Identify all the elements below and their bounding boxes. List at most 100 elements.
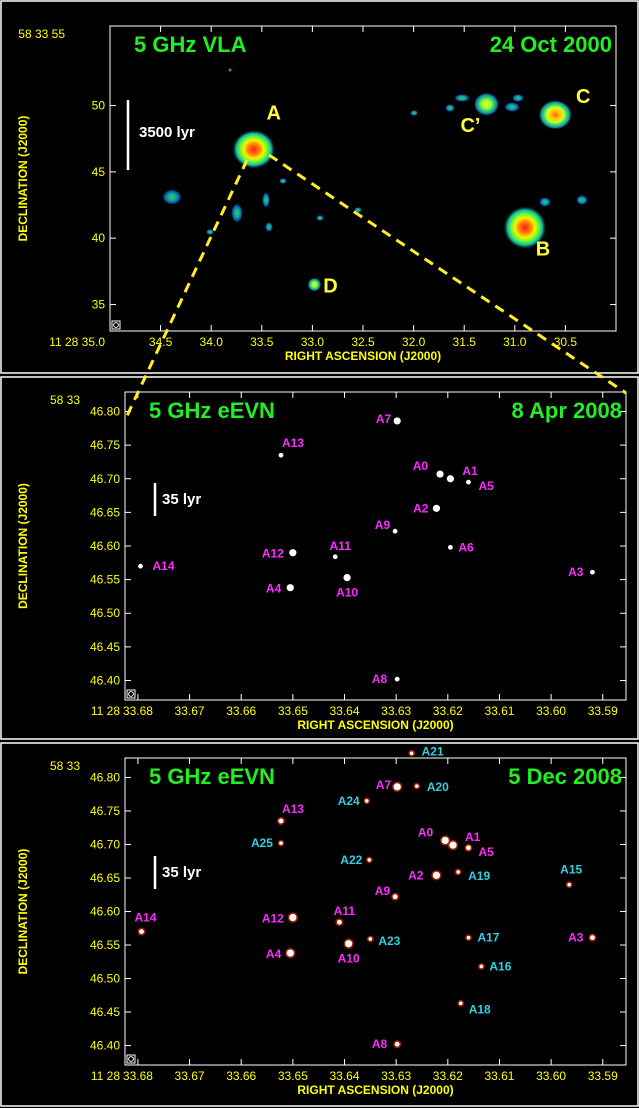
y-axis-label: DECLINATION (J2000)	[16, 849, 30, 975]
component-label: A24	[338, 794, 360, 808]
panel-date: 8 Apr 2008	[512, 398, 622, 423]
component-A0	[441, 836, 449, 845]
ra-prefix: 11 28	[91, 704, 120, 718]
component-label: A2	[413, 501, 429, 515]
source-label: B	[536, 239, 550, 261]
y-tick-label: 46.45	[90, 1005, 120, 1019]
x-tick-label: 33.63	[381, 704, 411, 718]
component-A1	[449, 841, 457, 849]
faint-emission	[228, 68, 232, 72]
y-tick-label: 46.45	[90, 640, 120, 654]
component-A4	[286, 949, 294, 957]
radio-source-C	[538, 99, 573, 130]
component-label: A3	[568, 565, 584, 579]
radio-source-C’	[473, 92, 500, 117]
faint-emission	[206, 229, 214, 235]
y-tick-label: 46.70	[90, 472, 120, 486]
component-label: A3	[568, 931, 584, 945]
x-tick-label: 33.64	[329, 1069, 359, 1083]
component-A8	[394, 1041, 400, 1047]
component-A7	[393, 417, 401, 425]
y-tick-label: 46.50	[90, 606, 120, 620]
x-tick-label: 33.65	[278, 704, 308, 718]
x-tick-label: 33.61	[484, 704, 514, 718]
faint-emission	[231, 203, 243, 223]
component-A12	[289, 913, 297, 922]
y-tick-label: 46.40	[90, 1039, 120, 1053]
component-A11	[336, 919, 342, 925]
faint-emission	[410, 110, 418, 116]
component-A22	[367, 858, 372, 862]
component-label: A9	[375, 884, 391, 898]
component-label: A7	[376, 412, 392, 426]
component-A1	[446, 475, 454, 483]
x-tick-label: 33.62	[433, 1069, 463, 1083]
radio-source-A	[231, 129, 276, 170]
y-tick-label: 46.60	[90, 539, 120, 553]
beam-box	[126, 1054, 136, 1064]
component-A14	[139, 929, 144, 935]
component-label: A19	[468, 869, 490, 883]
y-tick-label: 46.65	[90, 505, 120, 519]
x-tick-label: 30.5	[554, 335, 578, 349]
component-label: A13	[282, 802, 304, 816]
component-label: A4	[266, 947, 282, 961]
y-axis-label: DECLINATION (J2000)	[16, 116, 30, 242]
component-A0	[436, 470, 444, 478]
component-A4	[286, 584, 294, 592]
component-label: A9	[375, 518, 391, 532]
scale-bar-label: 35 lyr	[162, 491, 201, 508]
panel-title: 5 GHz eEVN	[149, 398, 275, 423]
component-A2	[432, 504, 441, 512]
scale-bar-label: 3500 lyr	[139, 124, 195, 141]
component-A10	[345, 940, 353, 948]
y-tick-label: 46.50	[90, 972, 120, 986]
panel-title: 5 GHz eEVN	[149, 764, 275, 789]
y-tick-label: 46.75	[90, 804, 120, 818]
component-label: A0	[413, 459, 429, 473]
panel-3: 33.68 33.67 33.66 33.65 33.64 33.63 33.62 33.61…	[0, 742, 639, 1107]
dec-prefix: 58 33 55	[18, 27, 65, 41]
zoom-lines	[124, 153, 627, 419]
component-A19	[456, 870, 460, 874]
component-A12	[289, 549, 297, 557]
component-label: A7	[376, 778, 392, 792]
faint-emission	[316, 215, 324, 221]
component-A14	[138, 563, 143, 569]
x-tick-label: 33.59	[588, 704, 618, 718]
component-label: A5	[478, 845, 494, 859]
x-axis-label: RIGHT ASCENSION (J2000)	[297, 1083, 453, 1097]
x-tick-label: 33.5	[250, 335, 274, 349]
component-A21	[409, 751, 414, 756]
y-axis-label: DECLINATION (J2000)	[16, 483, 30, 609]
beam-icon	[128, 691, 134, 697]
component-A9	[392, 528, 398, 534]
y-tick-label: 50	[92, 99, 106, 113]
x-tick-label: 33.62	[433, 704, 463, 718]
faint-emission	[262, 192, 270, 208]
x-tick-label: 33.64	[329, 704, 359, 718]
y-tick-label: 35	[92, 297, 106, 311]
beam-icon	[113, 322, 119, 328]
component-label: A15	[560, 863, 582, 877]
y-tick-label: 46.60	[90, 905, 120, 919]
panel-1: 34.5 34.0 33.5 33.0 32.5 32.0 31.5 31.0 30.5 35 40…	[0, 0, 639, 374]
panel-title: 5 GHz VLA	[134, 32, 247, 57]
component-label: A23	[378, 934, 400, 948]
ra-prefix: 11 28	[91, 1069, 120, 1083]
zoom-line-left	[124, 159, 249, 419]
x-tick-label: 33.66	[226, 1069, 256, 1083]
x-tick-label: 33.0	[301, 335, 325, 349]
component-A2	[432, 871, 441, 879]
component-label: A12	[262, 547, 284, 561]
x-tick-label: 31.5	[453, 335, 477, 349]
faint-emission	[504, 102, 520, 112]
faint-emission	[445, 104, 455, 112]
component-label: A8	[372, 672, 388, 686]
source-label: A	[266, 102, 280, 124]
component-label: A14	[152, 559, 174, 573]
component-A3	[590, 935, 595, 941]
component-A5	[466, 479, 471, 485]
faint-emission	[162, 189, 182, 205]
component-label: A5	[478, 479, 494, 493]
